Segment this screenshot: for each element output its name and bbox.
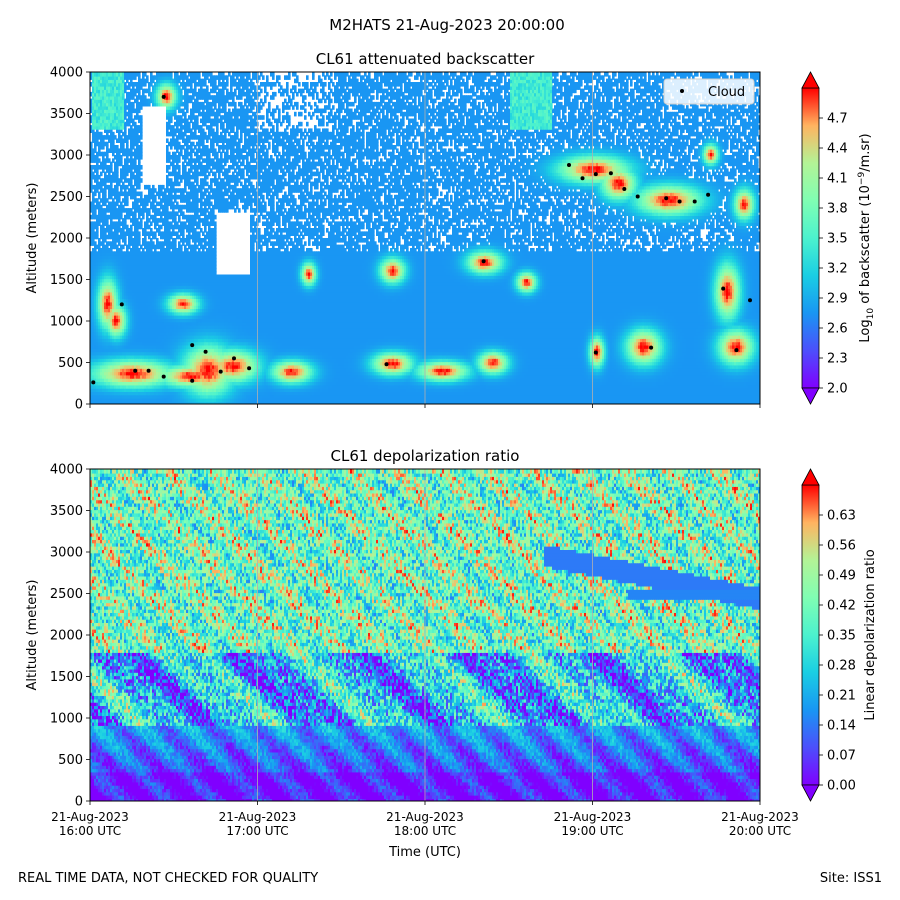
backscatter-title: CL61 attenuated backscatter (316, 50, 535, 68)
figure: M2HATS 21-Aug-2023 20:00:00 CL61 attenua… (0, 0, 900, 900)
backscatter-heatmap (90, 72, 763, 405)
backscatter-panel: CL61 attenuated backscatter 050010001500… (25, 50, 876, 413)
figure-suptitle: M2HATS 21-Aug-2023 20:00:00 (329, 16, 565, 34)
